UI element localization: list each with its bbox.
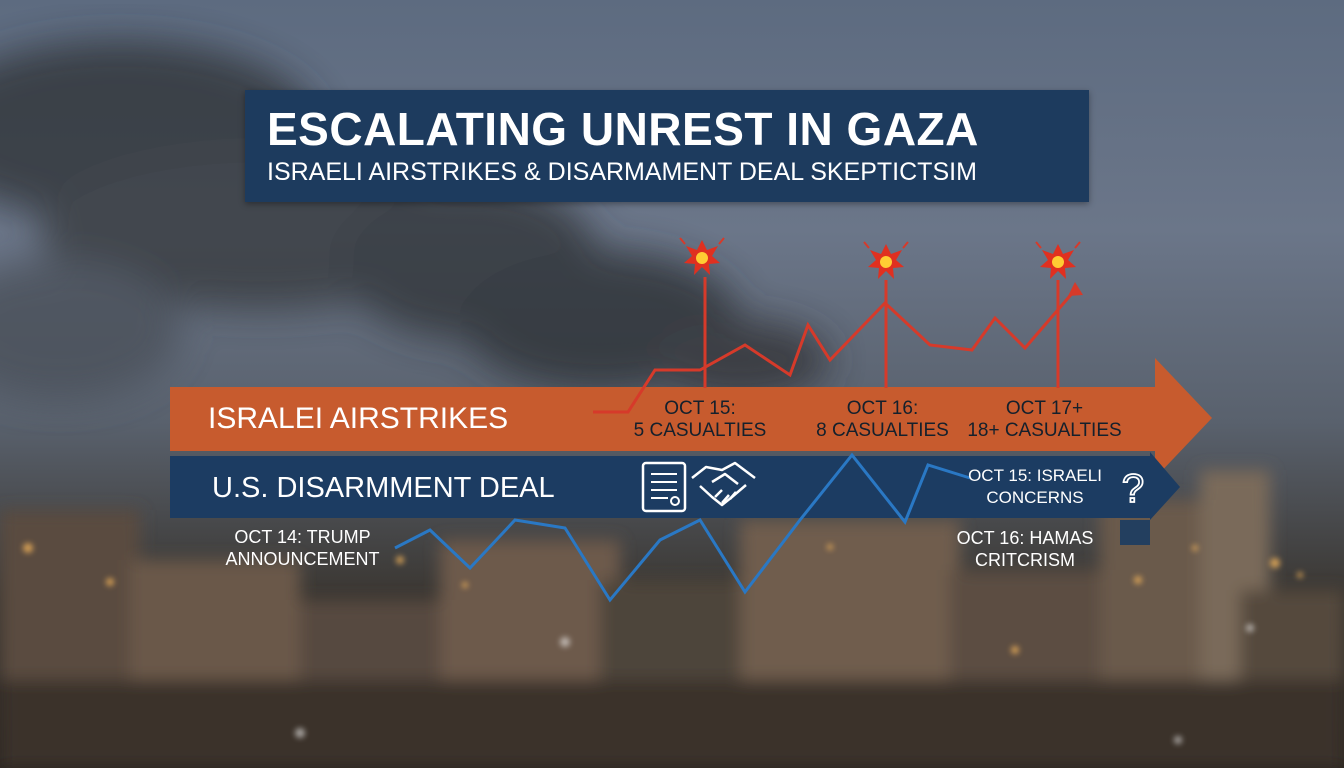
page-title: ESCALATING UNREST IN GAZA [267,103,979,155]
deal-label: U.S. DISARMMENT DEAL [212,472,555,504]
announcement-line2: ANNOUNCEMENT [225,549,380,569]
trend-arrowhead [1068,282,1083,296]
event-date: OCT 16: [846,398,919,419]
event-detail: 5 CASUALTIES [633,420,767,441]
announcement-line1: OCT 14: TRUMP [234,527,371,547]
deal-announcement: OCT 14: TRUMP ANNOUNCEMENT [215,526,390,570]
deal-concerns: OCT 15: ISRAELI CONCERNS [965,465,1105,509]
page-subtitle: ISRAELI AIRSTRIKES & DISARMAMENT DEAL SK… [267,158,977,186]
event-oct15: OCT 15: 5 CASUALTIES [630,398,770,442]
criticism-line1: OCT 16: HAMAS [956,528,1094,548]
event-detail: 18+ CASUALTIES [967,420,1122,441]
concerns-line1: OCT 15: ISRAELI [968,466,1102,485]
explosion-icon [863,241,909,279]
airstrikes-label: ISRALEI AIRSTRIKES [208,402,509,435]
title-banner: ESCALATING UNREST IN GAZA ISRAELI AIRSTR… [245,90,1089,202]
criticism-line2: CRITCRISM [975,550,1075,570]
event-oct17: OCT 17+ 18+ CASUALTIES [962,398,1127,442]
explosion-icon [1035,241,1081,279]
document-icon [641,461,687,513]
svg-text:?: ? [1122,467,1144,511]
explosion-icon [679,237,725,275]
handshake-icon [691,461,756,507]
event-date: OCT 17+ [1005,398,1084,419]
concerns-line2: CONCERNS [986,488,1084,507]
deal-criticism: OCT 16: HAMAS CRITCRISM [945,527,1105,571]
event-detail: 8 CASUALTIES [816,420,949,441]
event-oct16: OCT 16: 8 CASUALTIES [810,398,955,442]
event-date: OCT 15: [664,398,736,419]
question-mark-icon: ? [1121,466,1145,512]
